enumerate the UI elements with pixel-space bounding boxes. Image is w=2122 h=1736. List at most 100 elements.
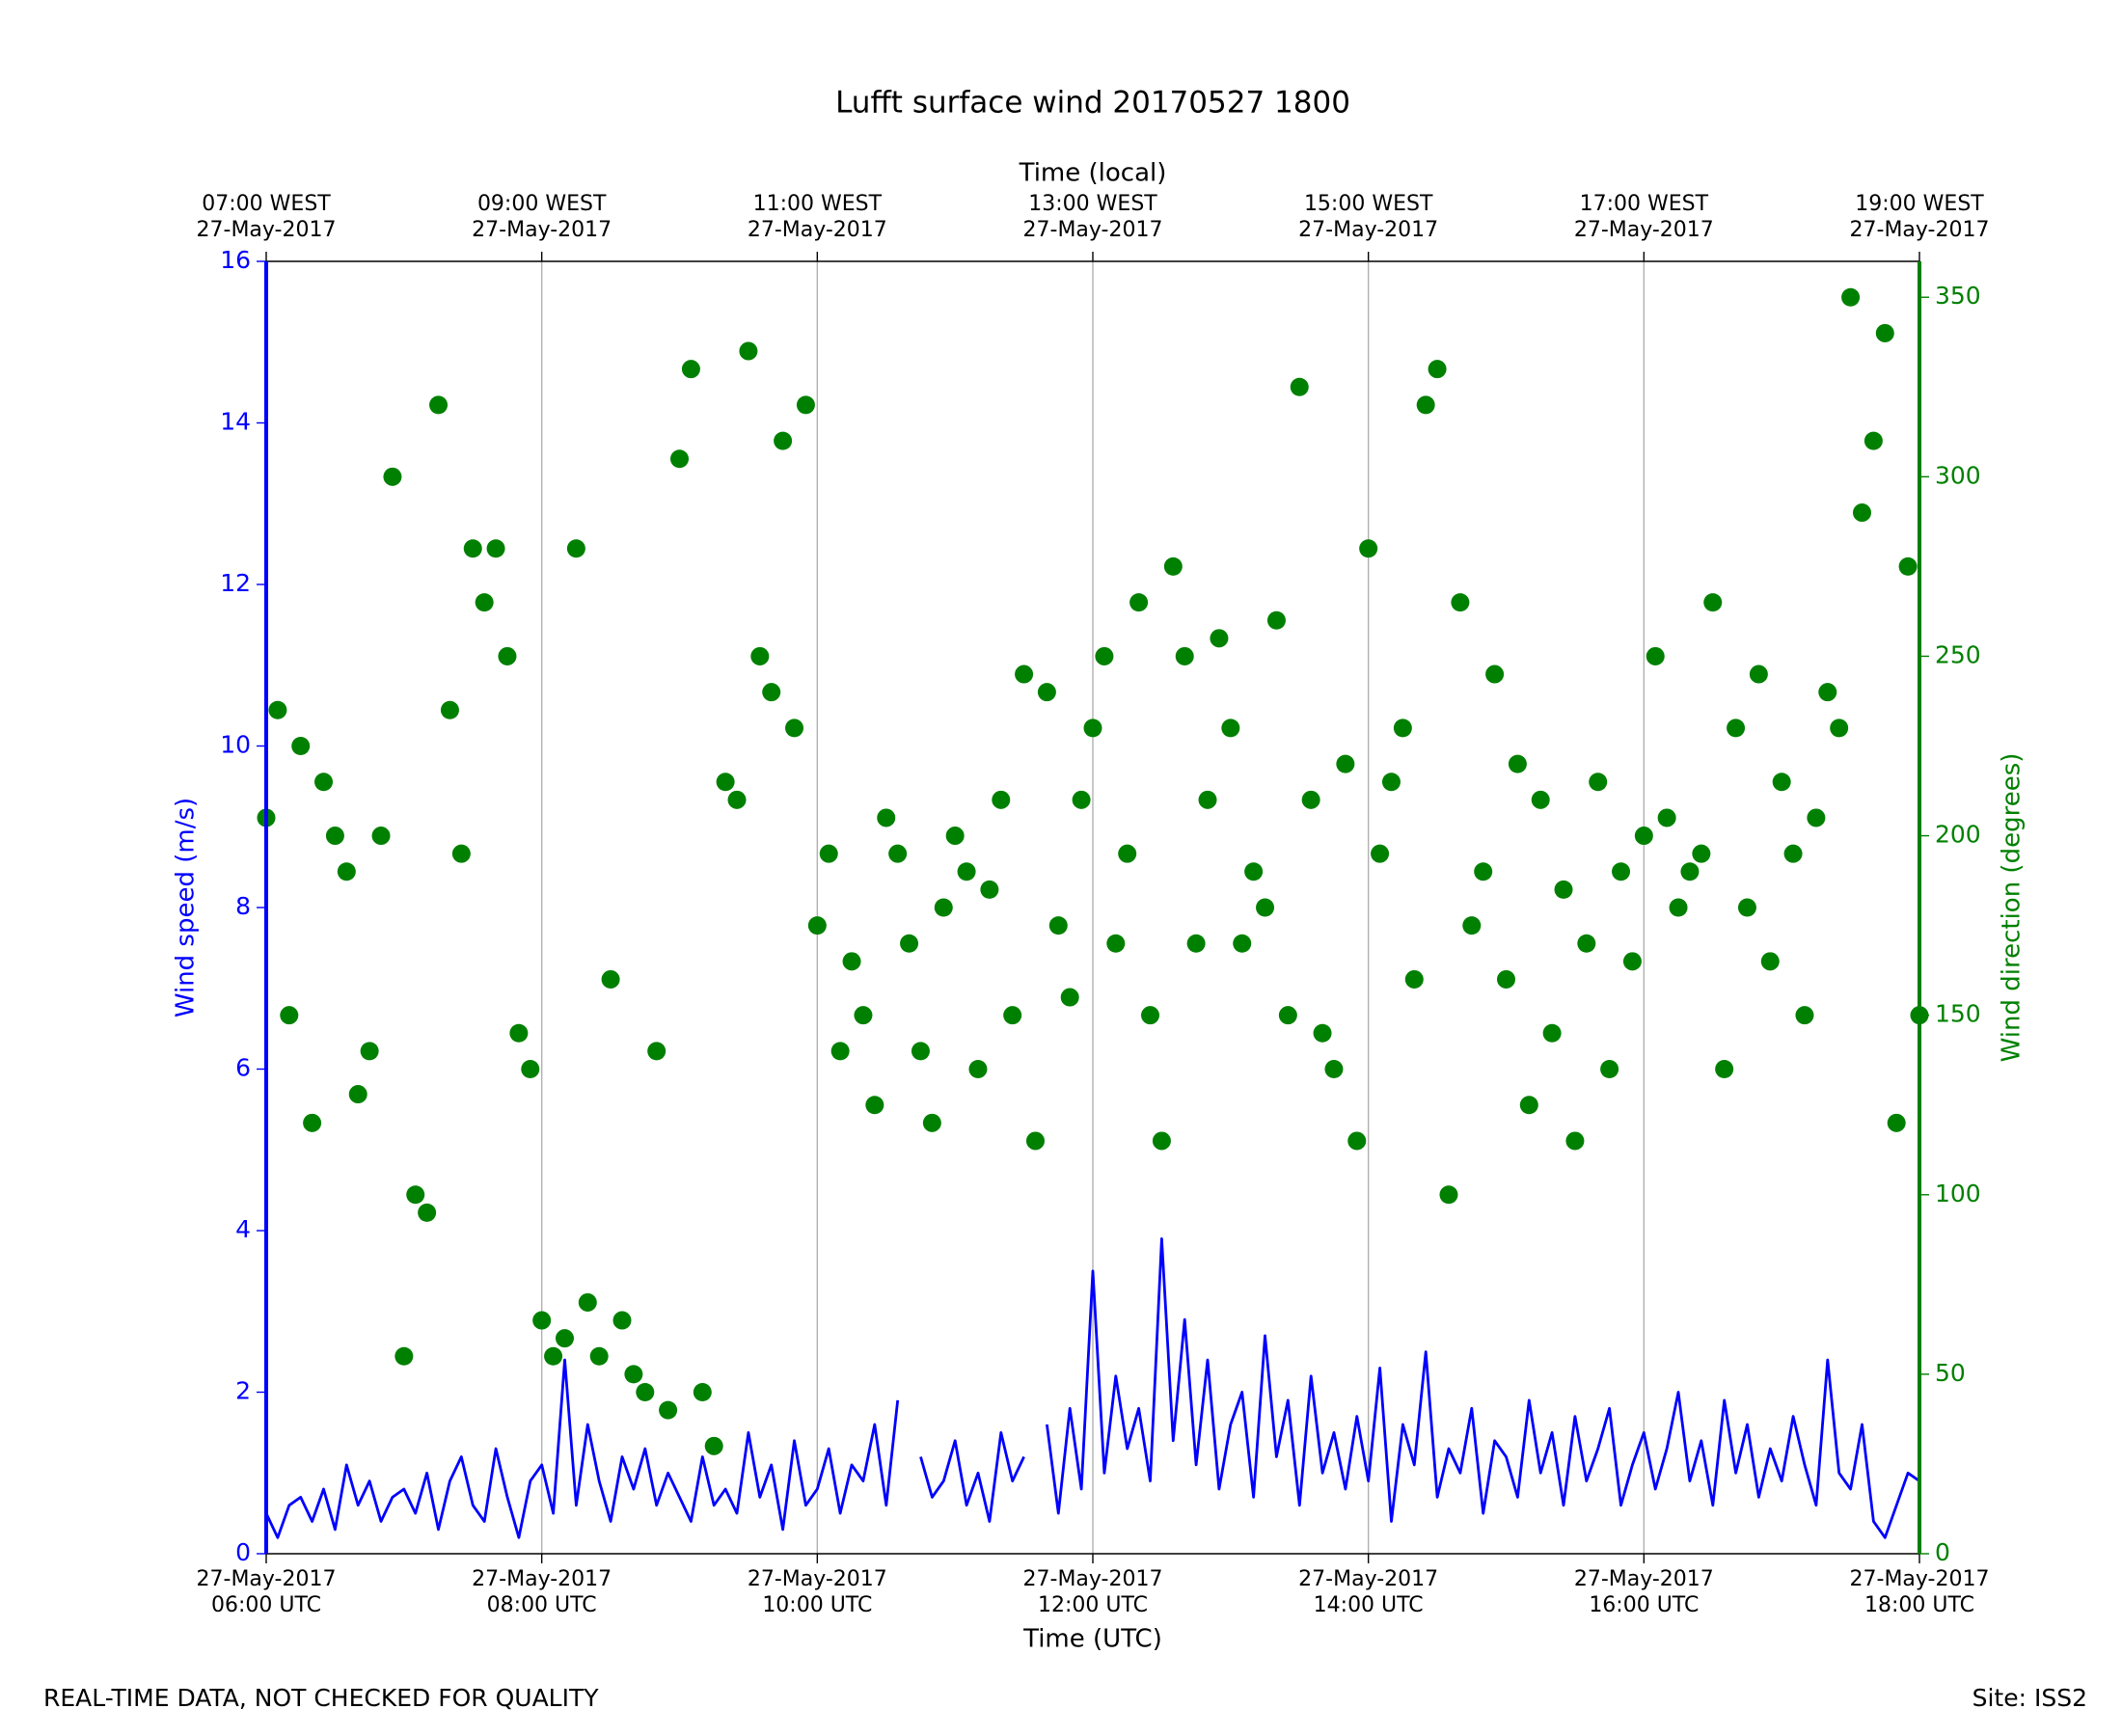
x-tick-label: 27-May-2017 — [1850, 1567, 1990, 1591]
direction-point — [877, 808, 896, 827]
direction-point — [865, 1096, 884, 1115]
direction-point — [1462, 916, 1482, 936]
direction-point — [451, 844, 471, 863]
direction-point — [1015, 665, 1034, 684]
direction-point — [578, 1292, 597, 1312]
direction-point — [406, 1185, 425, 1205]
direction-point — [1589, 773, 1608, 792]
direction-point — [566, 539, 585, 558]
direction-point — [1118, 844, 1137, 863]
direction-point — [1703, 593, 1723, 612]
direction-point — [1428, 360, 1447, 379]
direction-point — [1210, 629, 1229, 648]
direction-point — [922, 1113, 941, 1132]
direction-point — [463, 539, 482, 558]
direction-point — [796, 395, 815, 415]
direction-point — [1256, 898, 1275, 917]
direction-point — [1336, 754, 1355, 773]
direction-point — [1887, 1113, 1906, 1132]
x-tick-label: 27-May-2017 — [197, 1567, 337, 1591]
x2-tick-label: 09:00 WEST — [477, 192, 607, 216]
y-tick-label: 10 — [220, 731, 251, 759]
x-tick-label: 27-May-2017 — [1023, 1567, 1163, 1591]
direction-point — [1129, 593, 1149, 612]
direction-point — [1715, 1060, 1734, 1078]
direction-point — [750, 646, 770, 665]
direction-point — [1416, 395, 1435, 415]
direction-point — [1060, 988, 1079, 1007]
direction-point — [1163, 556, 1183, 576]
y2-tick-label: 0 — [1935, 1538, 1950, 1566]
direction-point — [1795, 1006, 1814, 1025]
x2-axis-label: Time (local) — [1019, 159, 1167, 188]
direction-point — [670, 449, 689, 469]
y2-axis-label: Wind direction (degrees) — [1998, 753, 2027, 1063]
direction-point — [612, 1311, 632, 1330]
direction-point — [1875, 323, 1894, 342]
direction-point — [589, 1346, 609, 1366]
x-tick-label: 27-May-2017 — [1574, 1567, 1714, 1591]
direction-point — [532, 1311, 552, 1330]
direction-point — [1692, 844, 1711, 863]
direction-point — [1244, 862, 1264, 882]
footer-note: REAL-TIME DATA, NOT CHECKED FOR QUALITY — [43, 1684, 599, 1712]
x-tick-label: 10:00 UTC — [762, 1593, 872, 1617]
direction-point — [544, 1346, 563, 1366]
x-tick-label: 18:00 UTC — [1864, 1593, 1974, 1617]
direction-point — [1519, 1096, 1538, 1115]
direction-point — [934, 898, 953, 917]
direction-point — [1324, 1060, 1344, 1078]
direction-point — [1359, 539, 1378, 558]
x2-tick-label: 11:00 WEST — [753, 192, 883, 216]
direction-point — [762, 683, 781, 702]
direction-point — [911, 1042, 930, 1061]
direction-point — [842, 952, 861, 971]
y-tick-label: 4 — [235, 1215, 251, 1243]
direction-point — [1152, 1131, 1171, 1151]
direction-point — [1404, 969, 1424, 989]
x2-tick-label: 27-May-2017 — [748, 218, 887, 242]
direction-point — [268, 700, 287, 719]
x2-tick-label: 27-May-2017 — [1574, 218, 1714, 242]
x2-tick-label: 13:00 WEST — [1028, 192, 1157, 216]
direction-point — [1474, 862, 1493, 882]
direction-point — [1037, 683, 1056, 702]
direction-point — [968, 1060, 988, 1078]
direction-point — [1381, 773, 1401, 792]
direction-point — [1497, 969, 1515, 989]
direction-point — [337, 862, 356, 882]
direction-point — [659, 1400, 678, 1420]
x2-tick-label: 07:00 WEST — [202, 192, 331, 216]
y2-tick-label: 50 — [1935, 1359, 1966, 1387]
direction-point — [1657, 808, 1676, 827]
direction-point — [1508, 754, 1527, 773]
direction-point — [1554, 880, 1573, 899]
direction-point — [1301, 790, 1320, 809]
direction-point — [291, 737, 311, 755]
y2-tick-label: 350 — [1935, 282, 1981, 310]
direction-point — [1485, 665, 1505, 684]
direction-point — [1186, 934, 1206, 953]
direction-point — [1347, 1131, 1367, 1151]
direction-point — [486, 539, 505, 558]
x2-tick-label: 27-May-2017 — [1023, 218, 1163, 242]
direction-point — [900, 934, 919, 953]
x2-tick-label: 27-May-2017 — [197, 218, 337, 242]
direction-point — [1106, 934, 1126, 953]
x2-tick-label: 19:00 WEST — [1855, 192, 1984, 216]
direction-point — [704, 1436, 723, 1455]
direction-point — [1175, 646, 1194, 665]
direction-point — [785, 719, 804, 738]
x2-tick-label: 27-May-2017 — [1298, 218, 1438, 242]
direction-point — [1898, 556, 1918, 576]
direction-point — [1577, 934, 1596, 953]
direction-point — [1198, 790, 1217, 809]
direction-point — [992, 790, 1011, 809]
direction-point — [1278, 1006, 1297, 1025]
direction-point — [1025, 1131, 1045, 1151]
speed-line — [264, 1237, 1920, 1539]
direction-point — [1542, 1023, 1562, 1043]
direction-point — [429, 395, 449, 415]
direction-point — [1807, 808, 1826, 827]
